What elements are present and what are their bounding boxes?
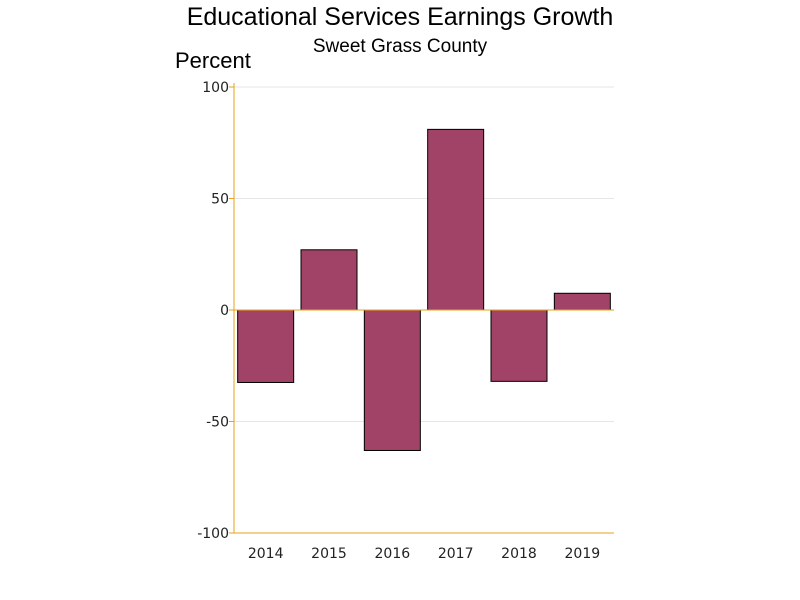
y-tick-label-0: -100 — [197, 526, 229, 542]
axes — [229, 83, 614, 534]
bar-2018 — [490, 309, 548, 382]
x-tick-label-2014: 2014 — [248, 546, 284, 562]
y-tick-label-2: 0 — [220, 303, 229, 319]
y-axis-label: Percent — [175, 48, 251, 73]
x-tick-label-2018: 2018 — [501, 546, 537, 562]
y-tick-label-4: 100 — [202, 80, 229, 96]
gridlines — [234, 86, 614, 422]
y-tick-label-3: 50 — [211, 192, 229, 208]
y-tick-label-1: -50 — [206, 415, 229, 431]
bar-2014 — [237, 309, 295, 383]
bar-2016 — [363, 309, 421, 451]
bar-2019 — [553, 292, 611, 311]
bar-2015 — [300, 249, 358, 311]
x-tick-label-2017: 2017 — [438, 546, 474, 562]
x-tick-label-2016: 2016 — [375, 546, 411, 562]
bar-2017 — [427, 128, 485, 311]
bars — [237, 128, 611, 451]
x-tick-labels: 2014 2015 2016 2017 2018 2019 — [248, 546, 600, 562]
chart-subtitle: Sweet Grass County — [313, 36, 488, 57]
y-tick-labels: -100 -50 0 50 100 — [197, 80, 229, 542]
x-tick-label-2015: 2015 — [311, 546, 347, 562]
x-tick-label-2019: 2019 — [565, 546, 601, 562]
chart-title: Educational Services Earnings Growth — [187, 3, 614, 31]
